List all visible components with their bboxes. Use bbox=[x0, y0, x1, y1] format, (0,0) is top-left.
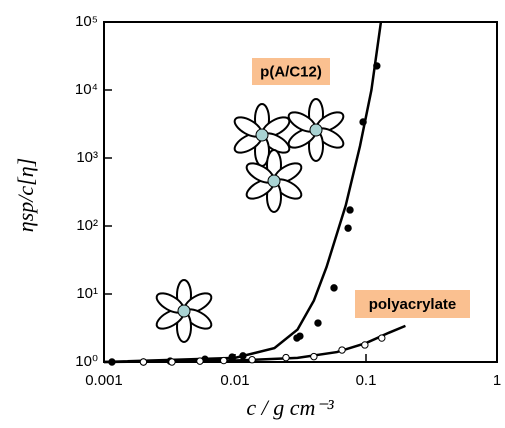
y-tick-label: 10¹ bbox=[76, 285, 98, 302]
y-tick-label: 10⁰ bbox=[75, 353, 98, 370]
data-point bbox=[346, 206, 354, 214]
data-point bbox=[239, 352, 247, 360]
micelle-icon bbox=[230, 103, 294, 167]
data-point bbox=[338, 346, 346, 354]
fit-curve bbox=[103, 21, 383, 364]
plot-frame bbox=[103, 21, 498, 363]
y-axis-label: ηsp/c[η] bbox=[13, 158, 38, 232]
fit-curve bbox=[103, 324, 406, 364]
data-point bbox=[282, 353, 290, 362]
data-point bbox=[310, 352, 318, 361]
data-point bbox=[248, 356, 256, 364]
x-axis-label: c / g cm⁻³ bbox=[246, 395, 334, 420]
x-tick-label: 0.001 bbox=[85, 372, 123, 389]
micelle-icon bbox=[152, 279, 216, 343]
data-point bbox=[373, 62, 381, 70]
x-tick-label: 1 bbox=[493, 372, 501, 389]
micelle-icon bbox=[284, 98, 348, 162]
data-point bbox=[359, 118, 367, 126]
y-tick-label: 10⁴ bbox=[75, 81, 98, 98]
data-point bbox=[314, 319, 322, 327]
y-tick-label: 10⁵ bbox=[75, 13, 98, 30]
series-label-box bbox=[252, 58, 330, 85]
data-point bbox=[344, 224, 352, 232]
data-point bbox=[330, 284, 338, 292]
x-tick-label: 0.1 bbox=[356, 372, 377, 389]
series-label: p(A/C12) bbox=[260, 63, 322, 80]
data-point bbox=[196, 357, 204, 365]
series-label: polyacrylate bbox=[369, 296, 457, 313]
data-point bbox=[168, 358, 176, 366]
data-point bbox=[378, 334, 386, 342]
micelle-icon bbox=[242, 149, 306, 213]
data-point bbox=[220, 356, 228, 365]
series-label-box bbox=[355, 290, 470, 318]
y-tick-label: 10³ bbox=[76, 149, 98, 166]
y-tick-label: 10² bbox=[76, 217, 98, 234]
data-point bbox=[139, 358, 148, 366]
data-point bbox=[296, 332, 304, 340]
x-tick-label: 0.01 bbox=[220, 372, 249, 389]
data-point bbox=[361, 341, 369, 349]
